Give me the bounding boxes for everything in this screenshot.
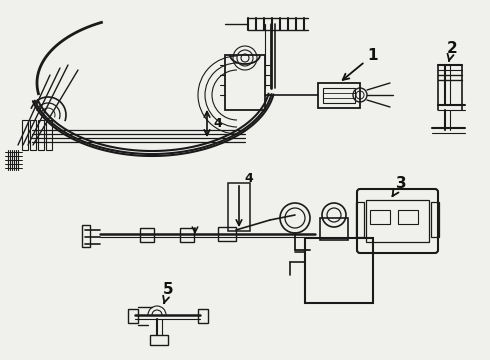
Bar <box>82 225 90 247</box>
Text: 2: 2 <box>446 41 457 61</box>
Bar <box>225 55 265 110</box>
Bar <box>128 309 138 323</box>
Bar <box>180 228 194 242</box>
Bar <box>320 218 348 240</box>
Text: 4: 4 <box>244 171 253 185</box>
Bar <box>398 210 418 224</box>
Bar <box>198 309 208 323</box>
Text: 4: 4 <box>213 117 222 130</box>
Bar <box>38 120 44 150</box>
Bar <box>366 200 429 242</box>
Bar <box>370 210 390 224</box>
Text: 1: 1 <box>343 48 378 80</box>
Bar <box>356 202 364 237</box>
Text: 3: 3 <box>392 176 406 196</box>
Bar <box>218 227 236 241</box>
Bar <box>22 120 28 150</box>
Bar <box>150 335 168 345</box>
Bar <box>30 120 36 150</box>
Bar <box>323 88 355 103</box>
Bar <box>46 120 52 150</box>
Text: 5: 5 <box>163 283 173 303</box>
Bar <box>318 83 360 108</box>
Bar <box>305 238 373 303</box>
Bar <box>228 183 250 231</box>
Bar <box>140 228 154 242</box>
Bar <box>431 202 439 237</box>
